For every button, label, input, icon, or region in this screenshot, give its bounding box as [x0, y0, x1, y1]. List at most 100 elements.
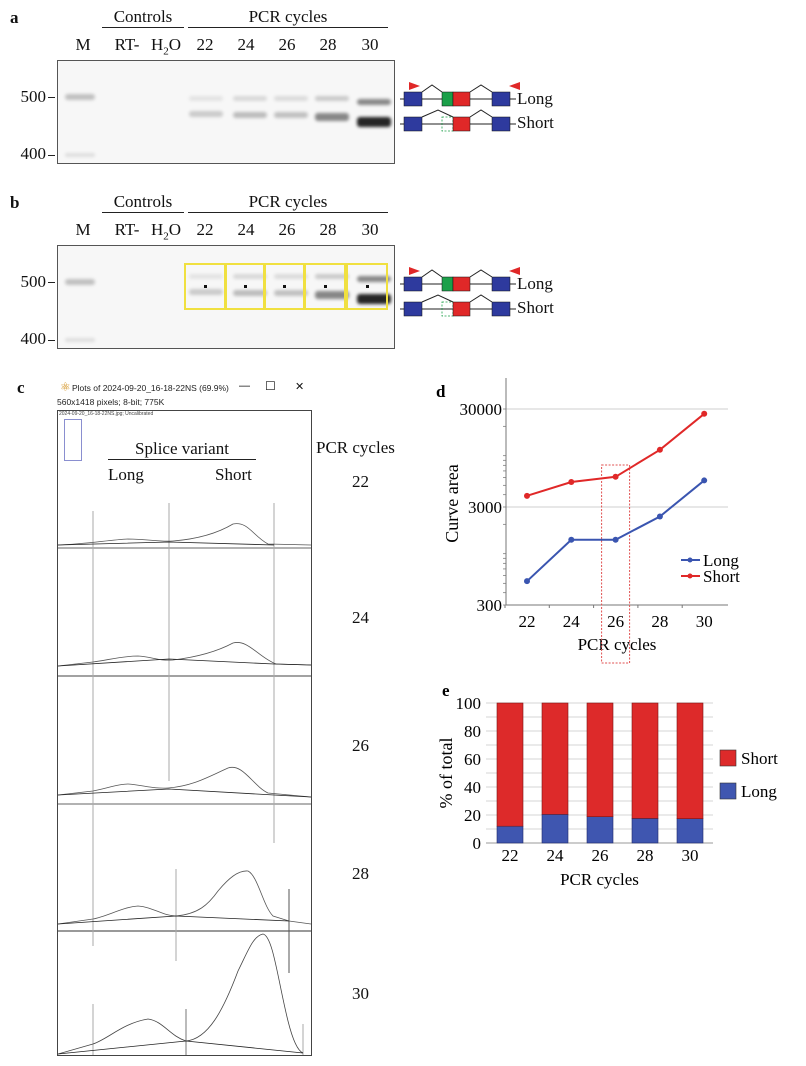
splice-diagram-b [400, 267, 520, 317]
lane-label-m: M [75, 35, 91, 54]
variant-label-short-b: Short [517, 298, 554, 317]
x-tick-label-d: 26 [607, 612, 624, 631]
pcr-cycles-header-b: PCR cycles [188, 192, 388, 213]
plot-window-titlebar[interactable]: ⚛ Plots of 2024-09-20_16-18-22NS (69.9%)… [57, 379, 312, 412]
bar-short [631, 702, 659, 819]
x-tick-label-d: 30 [696, 612, 713, 631]
panel-label-a: a [10, 8, 19, 27]
size-tick-500 [48, 97, 55, 98]
size-marker-500: 500 [20, 87, 47, 106]
band-short-30-b [357, 294, 391, 304]
y-tick-label-e: 40 [464, 778, 481, 797]
roi-selection-rect[interactable] [64, 419, 82, 461]
baseline-26 [58, 788, 311, 798]
data-point-long [568, 536, 575, 543]
variant-label-long-b: Long [517, 274, 553, 293]
y-axis-label-d: Curve area [442, 464, 462, 542]
lane-label-24: 24 [237, 35, 255, 54]
chart-d: 300 3000 30000 22 24 26 28 30 PCR cycles Curve ar… [442, 378, 740, 664]
x-tick-label-e: 28 [637, 846, 654, 865]
primer-reverse-icon-b [509, 267, 520, 275]
lane-label-22: 22 [196, 35, 214, 54]
band-short-28-b [315, 291, 349, 299]
lane-label-26-b: 26 [278, 220, 296, 239]
exon-3-long-b [491, 276, 511, 292]
x-axis-label-d: PCR cycles [578, 635, 657, 654]
maximize-button[interactable]: ☐ [265, 379, 276, 393]
lane-label-22-b: 22 [196, 220, 214, 239]
band-long-26-b [274, 274, 308, 279]
cycle-label-30: 30 [352, 984, 369, 1003]
splice-arc-short-2 [469, 109, 493, 118]
exon-1-short [403, 116, 423, 132]
exon-3-short-b [491, 301, 511, 317]
roi-box-28[interactable] [304, 263, 346, 310]
splice-variant-header: Splice variant [108, 439, 256, 460]
baseline-28 [58, 915, 290, 925]
window-subinfo: 2024-09-20_16-18-22NS.jpg; Uncalibrated [59, 411, 154, 417]
bar-long [586, 816, 614, 844]
size-tick-400 [48, 155, 55, 156]
splice-arc-long-1 [421, 84, 443, 93]
minimize-button[interactable]: — [239, 380, 250, 392]
densitometry-profiles [58, 503, 311, 1055]
band-short-24-b [233, 290, 267, 296]
roi-center-30 [366, 285, 369, 288]
col-label-long: Long [108, 465, 144, 484]
primer-forward-icon-b [409, 267, 420, 275]
lane-label-rt: RT- [114, 35, 140, 54]
lane-label-30-b: 30 [361, 220, 379, 239]
marker-band-400 [65, 153, 95, 157]
x-tick-label-e: 22 [502, 846, 519, 865]
legend-label-short: Short [703, 567, 740, 586]
exon-3-long [491, 91, 511, 107]
band-short-28 [315, 113, 349, 121]
gel-image-a [57, 60, 395, 164]
panel-label-b: b [10, 193, 20, 212]
lane-label-24-b: 24 [237, 220, 255, 239]
marker-band-400-b [65, 338, 95, 342]
h2o-sub-b: 2 [163, 230, 169, 243]
band-long-30-b [357, 276, 391, 282]
cycle-label-26: 26 [352, 736, 369, 755]
h2o-o-b: O [168, 220, 182, 239]
lane-label-28: 28 [319, 35, 337, 54]
primer-reverse-icon [509, 82, 520, 90]
band-long-22-b [189, 274, 223, 279]
h2o-sub: 2 [163, 45, 169, 58]
data-point-short [701, 410, 708, 417]
baseline-22 [58, 541, 275, 546]
plot-window-canvas[interactable]: 2024-09-20_16-18-22NS.jpg; Uncalibrated … [57, 410, 312, 1056]
data-point-short [524, 492, 530, 499]
panel-label-e: e [442, 681, 450, 700]
lane-label-rt-b: RT- [114, 220, 140, 239]
splice-arc-long-2 [469, 84, 493, 93]
band-short-26-b [274, 290, 308, 296]
data-point-long [612, 536, 619, 543]
y-tick-label-e: 60 [464, 750, 481, 769]
legend-marker-short [687, 573, 693, 579]
x-tick-label-d: 22 [519, 612, 536, 631]
controls-header: Controls [102, 7, 184, 28]
roi-box-30[interactable] [346, 263, 388, 310]
exon-1-long-b [403, 276, 423, 292]
close-button[interactable]: ✕ [295, 381, 305, 393]
exon-1-short-b [403, 301, 423, 317]
profile-curve-28 [58, 870, 311, 925]
data-point-short [568, 478, 575, 485]
bar-short [496, 702, 524, 827]
band-long-22 [189, 96, 223, 101]
data-point-long [656, 513, 663, 520]
series-line-short [526, 413, 705, 497]
size-marker-500-b: 500 [20, 272, 47, 291]
y-tick-label-e: 100 [456, 694, 482, 713]
legend-label-long-e: Long [741, 782, 777, 801]
band-short-26 [274, 112, 308, 118]
chart-e: 0 20 40 60 80 100 % of total 22 24 26 28 30 PCR cycl… [436, 694, 778, 889]
exon-red-long [452, 91, 471, 107]
primer-forward-icon [409, 82, 420, 90]
h2o-h-b: H [150, 220, 164, 239]
y-tick-label-e: 80 [464, 722, 481, 741]
splice-diagram-a [400, 82, 520, 132]
profile-curve-30 [58, 933, 304, 1055]
